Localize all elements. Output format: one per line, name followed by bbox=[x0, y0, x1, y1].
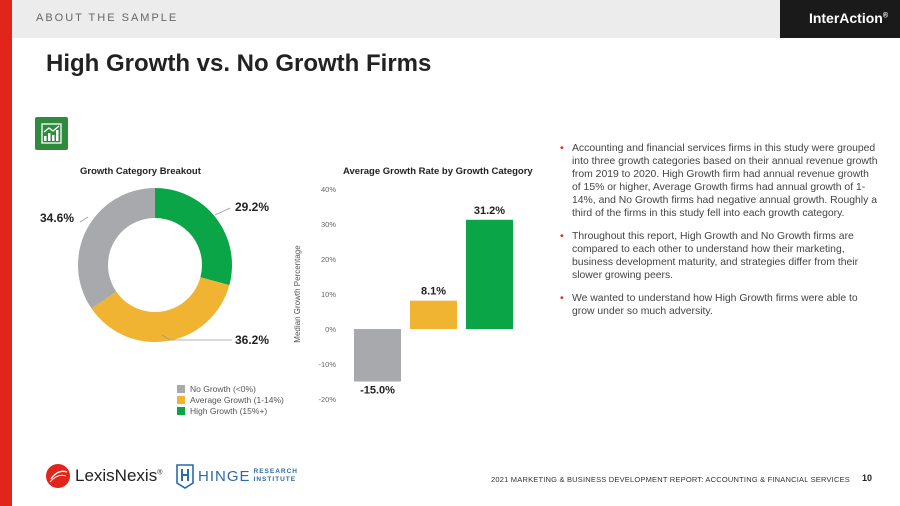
report-title: 2021 MARKETING & BUSINESS DEVELOPMENT RE… bbox=[491, 475, 850, 484]
page-title: High Growth vs. No Growth Firms bbox=[46, 50, 432, 77]
bar-no-growth bbox=[354, 329, 401, 382]
bar-value-label: -15.0% bbox=[360, 385, 395, 397]
donut-slice bbox=[78, 188, 155, 309]
legend-swatch bbox=[177, 395, 185, 404]
bullet-item: • Accounting and financial services firms… bbox=[560, 143, 878, 219]
hinge-emblem-icon bbox=[176, 464, 194, 489]
bullet-item: • Throughout this report, High Growth and… bbox=[560, 231, 859, 281]
bar-average-growth bbox=[410, 300, 457, 329]
section-label: ABOUT THE SAMPLE bbox=[36, 12, 179, 24]
bullet-item: • We wanted to understand how High Growth… bbox=[560, 293, 858, 317]
chart-icon bbox=[35, 117, 68, 150]
y-tick-label: -20% bbox=[318, 395, 336, 404]
bar-high-growth bbox=[466, 219, 513, 329]
donut-chart-title: Growth Category Breakout bbox=[80, 166, 201, 177]
leader-line bbox=[79, 216, 89, 223]
legend-label: No Growth (<0%) bbox=[190, 383, 256, 394]
bullet-dot-icon: • bbox=[560, 231, 564, 242]
bullet-dot-icon: • bbox=[560, 143, 564, 154]
header-band bbox=[12, 0, 780, 38]
y-tick-label: 10% bbox=[321, 290, 336, 299]
y-tick-label: 40% bbox=[321, 185, 336, 194]
bar-value-label: 8.1% bbox=[421, 286, 446, 298]
leader-line bbox=[161, 334, 232, 341]
y-tick-label: 30% bbox=[321, 220, 336, 229]
lexisnexis-emblem-icon bbox=[46, 464, 70, 488]
bar-value-label: 31.2% bbox=[474, 205, 505, 217]
y-tick-label: -10% bbox=[318, 360, 336, 369]
donut-legend: No Growth (<0%) Average Growth (1-14%) H… bbox=[177, 383, 284, 416]
slice-label-high-growth: 29.2% bbox=[235, 200, 270, 214]
left-accent-bar bbox=[0, 0, 12, 506]
legend-swatch bbox=[177, 384, 185, 393]
bar-chart-title: Average Growth Rate by Growth Category bbox=[343, 166, 533, 177]
y-axis-label: Median Growth Percentage bbox=[293, 245, 302, 343]
y-tick-label: 0% bbox=[325, 325, 336, 334]
donut-slice bbox=[155, 188, 232, 286]
leader-line bbox=[214, 207, 231, 216]
y-tick-label: 20% bbox=[321, 255, 336, 264]
bar-chart: Median Growth Percentage 40% 30% 20% 10% 0% -1… bbox=[293, 185, 513, 404]
lexisnexis-logo: LexisNexis® bbox=[45, 463, 162, 489]
legend-item-no-growth: No Growth (<0%) bbox=[177, 383, 284, 394]
bullet-list: • Accounting and financial services firms… bbox=[560, 142, 880, 328]
legend-label: Average Growth (1-14%) bbox=[190, 394, 284, 405]
legend-swatch bbox=[177, 406, 185, 415]
legend-label: High Growth (15%+) bbox=[190, 405, 268, 416]
donut-chart bbox=[78, 188, 232, 342]
hinge-logo: HINGE RESEARCH INSTITUTE bbox=[175, 463, 298, 489]
donut-slice bbox=[91, 277, 230, 342]
slice-label-no-growth: 34.6% bbox=[40, 211, 75, 225]
legend-item-high-growth: High Growth (15%+) bbox=[177, 405, 284, 416]
page-number: 10 bbox=[861, 473, 872, 483]
legend-item-average-growth: Average Growth (1-14%) bbox=[177, 394, 284, 405]
brand-logo: InterAction® bbox=[808, 10, 888, 26]
bullet-dot-icon: • bbox=[560, 293, 564, 304]
slice-label-average-growth: 36.2% bbox=[235, 333, 270, 347]
brand-box: InterAction® bbox=[780, 0, 900, 38]
